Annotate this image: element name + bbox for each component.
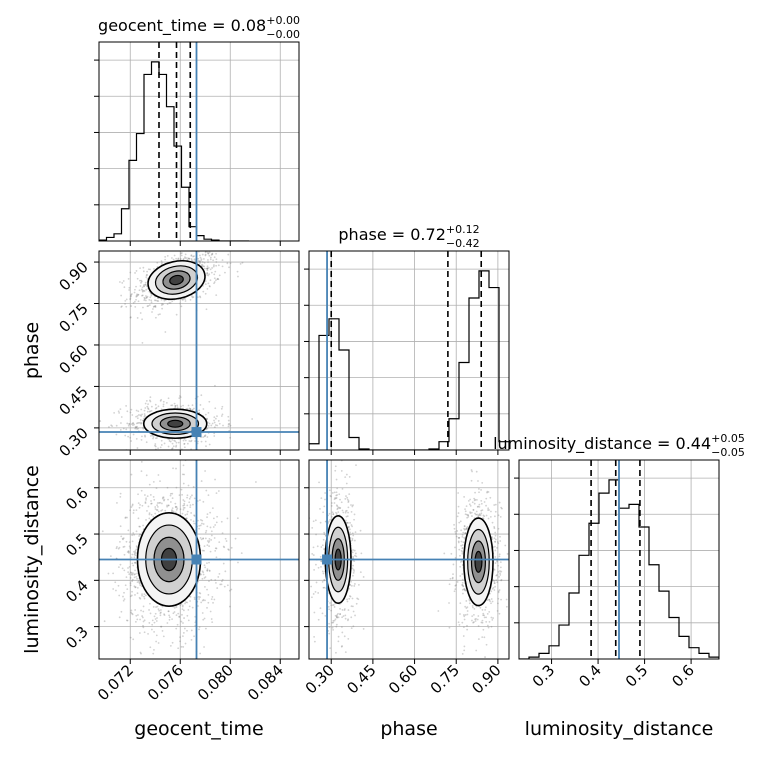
x-tick-label: 0.3 <box>529 661 559 691</box>
x-tick-label: 0.90 <box>468 661 504 697</box>
x-axis-label-luminosity_distance: luminosity_distance <box>525 718 714 740</box>
panel-border <box>98 41 300 242</box>
density-layer <box>99 251 299 450</box>
corner-panel-phase-luminosity_distance: 0.30 0.45 0.60 0.75 0.90 <box>302 459 510 697</box>
density-mode <box>147 260 206 301</box>
hist-title-minus: −0.00 <box>266 28 300 41</box>
hist-title-minus: −0.05 <box>711 446 745 459</box>
grid-lines <box>99 42 299 241</box>
y-tick-label: 0.90 <box>55 258 91 294</box>
histogram-bars <box>519 460 719 659</box>
hist-title: geocent_time = 0.08+0.00 <box>98 14 300 36</box>
x-tick-label: 0.5 <box>622 661 652 691</box>
x-tick-label: 0.45 <box>343 661 379 697</box>
density-layer <box>309 460 509 659</box>
y-axis-label-luminosity_distance: luminosity_distance <box>21 465 43 654</box>
histogram-bars <box>309 251 509 450</box>
x-tick-label: 0.4 <box>575 661 605 691</box>
truth-marker <box>191 427 202 438</box>
density-mode <box>463 517 494 607</box>
x-tick-label: 0.75 <box>427 661 463 697</box>
hist-title-minus: −0.42 <box>446 237 480 250</box>
y-tick-label: 0.30 <box>55 424 91 460</box>
y-tick-label: 0.6 <box>62 484 92 514</box>
panel-border <box>98 459 300 660</box>
x-axis-label-geocent_time: geocent_time <box>134 718 263 740</box>
corner-panel-geocent_time-luminosity_distance: 0.072 0.076 0.080 0.084 0.3 0.4 0.5 0.6 <box>62 459 300 704</box>
y-axis-label-phase: phase <box>21 322 43 379</box>
y-tick-label: 0.5 <box>62 530 92 560</box>
contour-level <box>474 550 483 573</box>
hist-title: phase = 0.72+0.12 <box>338 223 479 244</box>
truth-marker <box>322 554 333 565</box>
panel-border <box>518 459 720 660</box>
contour-level <box>169 274 184 286</box>
y-tick-label: 0.60 <box>55 341 91 377</box>
x-tick-label: 0.30 <box>302 661 338 697</box>
x-tick-label: 0.60 <box>385 661 421 697</box>
hist-panel-luminosity_distance: 0.3 0.4 0.5 0.6 luminosity_distance = 0.44+0… <box>493 432 745 691</box>
corner-panel-geocent_time-phase: 0.30 0.45 0.60 0.75 0.90 <box>55 250 300 460</box>
x-axis-label-phase: phase <box>380 718 437 740</box>
truth-marker <box>191 554 202 565</box>
contour-level <box>167 419 184 428</box>
panel-border <box>308 459 510 660</box>
histogram-outline <box>309 270 509 450</box>
histogram-bars <box>99 42 249 241</box>
histogram-outline <box>99 61 249 241</box>
y-tick-label: 0.75 <box>55 300 91 336</box>
hist-panel-geocent_time: geocent_time = 0.08+0.00−0.00 <box>94 14 300 246</box>
x-tick-label: 0.080 <box>194 661 237 704</box>
density-mode <box>142 408 208 440</box>
x-tick-label: 0.072 <box>94 661 137 704</box>
axis-labels: geocent_time phase luminosity_distancephas… <box>21 322 713 740</box>
hist-panel-phase: phase = 0.72+0.12−0.42 <box>304 223 510 455</box>
x-tick-label: 0.084 <box>244 661 287 704</box>
density-layer <box>99 460 299 659</box>
x-tick-label: 0.6 <box>668 661 698 691</box>
panel-border <box>98 250 300 451</box>
x-tick-label: 0.076 <box>144 661 187 704</box>
panel-border <box>308 250 510 451</box>
y-tick-label: 0.45 <box>55 383 91 419</box>
y-tick-label: 0.3 <box>62 623 92 653</box>
hist-title: luminosity_distance = 0.44+0.05 <box>493 432 745 454</box>
y-tick-label: 0.4 <box>62 576 92 606</box>
